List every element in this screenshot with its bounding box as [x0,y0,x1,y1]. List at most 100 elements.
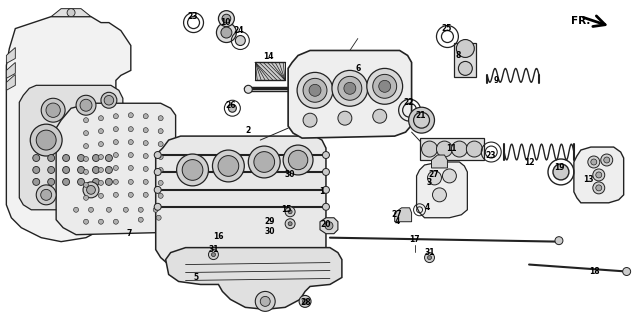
Circle shape [128,153,133,157]
Circle shape [158,167,163,172]
Circle shape [285,207,295,217]
Text: 11: 11 [446,144,457,153]
Circle shape [63,166,70,173]
Text: 31: 31 [424,248,435,257]
Text: 8: 8 [456,51,461,60]
Circle shape [98,219,104,224]
Circle shape [593,169,605,181]
Polygon shape [6,47,15,63]
Circle shape [104,95,114,105]
Circle shape [77,179,84,185]
Circle shape [158,155,163,159]
Circle shape [144,114,148,119]
Circle shape [98,155,104,159]
Circle shape [84,170,88,174]
Circle shape [84,131,88,136]
Text: 27: 27 [428,171,439,180]
Circle shape [77,166,84,173]
Circle shape [84,118,88,123]
Circle shape [67,9,75,17]
Circle shape [98,129,104,134]
Circle shape [158,193,163,198]
Polygon shape [51,9,91,17]
Circle shape [288,210,292,214]
Circle shape [98,116,104,121]
Circle shape [466,141,482,157]
Bar [255,62,285,80]
Circle shape [128,192,133,197]
Text: 15: 15 [281,205,291,214]
Circle shape [46,103,60,117]
Polygon shape [320,218,338,234]
Circle shape [555,237,563,244]
Circle shape [33,179,40,185]
Circle shape [367,68,403,104]
Text: 13: 13 [584,175,594,184]
Circle shape [105,166,112,173]
Circle shape [443,169,457,183]
Circle shape [338,76,362,100]
Circle shape [33,166,40,173]
Circle shape [48,179,55,185]
Text: 2: 2 [246,126,251,135]
Text: 12: 12 [524,158,534,167]
Circle shape [285,219,295,229]
Circle shape [98,193,104,198]
Circle shape [432,188,446,202]
Circle shape [218,11,234,27]
Circle shape [63,179,70,185]
Circle shape [144,154,148,158]
Circle shape [297,72,333,108]
Circle shape [48,155,55,162]
Circle shape [114,127,118,132]
Circle shape [63,155,70,162]
Circle shape [154,152,161,158]
Circle shape [221,27,232,38]
Circle shape [325,222,333,230]
Circle shape [591,159,597,165]
Circle shape [138,207,144,212]
Text: 10: 10 [220,18,231,27]
Circle shape [213,150,244,182]
Circle shape [451,141,467,157]
Text: 22: 22 [403,98,414,107]
Circle shape [303,78,327,102]
Circle shape [105,155,112,162]
Polygon shape [166,248,342,309]
Circle shape [303,113,317,127]
Polygon shape [6,62,15,78]
Circle shape [254,152,274,172]
Circle shape [236,36,245,45]
Circle shape [158,141,163,147]
Circle shape [248,146,280,178]
Circle shape [128,180,133,184]
Text: 6: 6 [355,64,361,73]
Circle shape [84,182,88,188]
Text: FR.: FR. [571,16,591,26]
Circle shape [138,217,144,222]
Circle shape [425,252,434,262]
Circle shape [41,189,51,200]
Circle shape [408,107,434,133]
Circle shape [98,167,104,172]
Circle shape [36,185,56,205]
Circle shape [84,195,88,200]
Text: 30: 30 [265,227,276,236]
Circle shape [101,92,117,108]
Text: 3: 3 [427,179,432,188]
Circle shape [288,222,292,226]
Circle shape [427,256,432,260]
Circle shape [107,207,111,212]
Circle shape [33,155,40,162]
Circle shape [222,14,231,23]
Polygon shape [6,17,131,242]
Circle shape [596,185,602,191]
Circle shape [373,74,397,98]
Circle shape [593,182,605,194]
Bar [420,138,485,160]
Text: 21: 21 [415,111,426,120]
Text: 16: 16 [213,232,224,241]
Circle shape [84,156,88,162]
Circle shape [588,156,600,168]
Text: 7: 7 [126,229,131,238]
